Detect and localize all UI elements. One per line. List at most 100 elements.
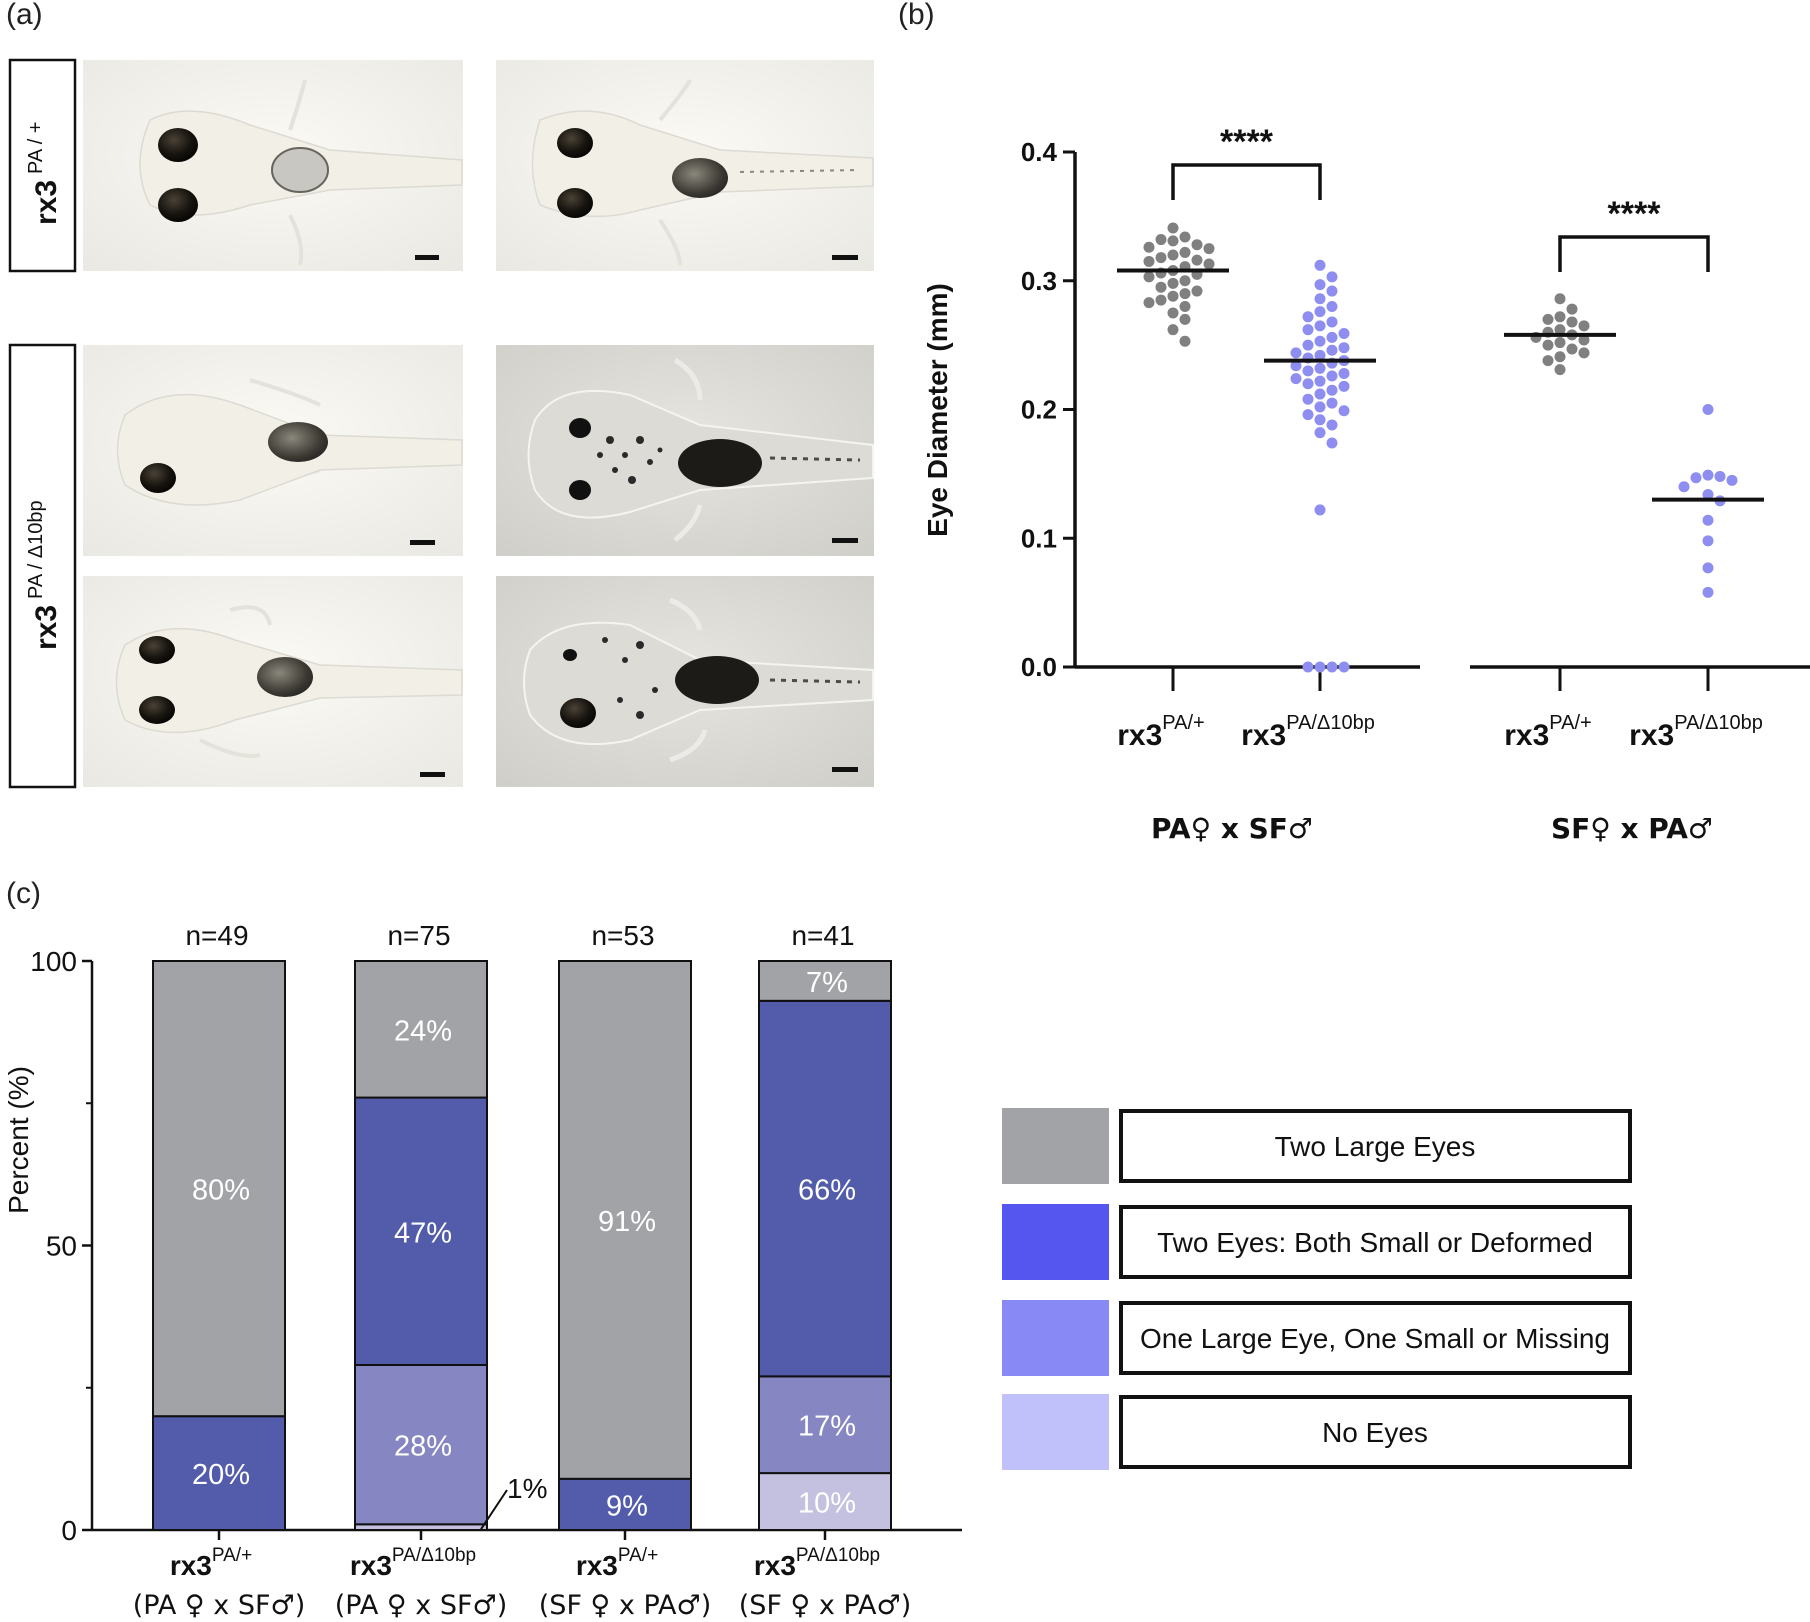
data-point xyxy=(1167,222,1179,234)
segment-label: 17% xyxy=(798,1411,856,1443)
data-point xyxy=(1326,370,1338,382)
legend-swatch xyxy=(1002,1204,1109,1280)
data-point xyxy=(1326,301,1338,312)
data-point xyxy=(1302,409,1314,421)
y-tick-label: 0.2 xyxy=(1021,395,1057,425)
data-point xyxy=(1542,313,1554,325)
significance-bracket xyxy=(1558,235,1710,272)
data-point xyxy=(1203,258,1215,270)
y-tick-label: 0.3 xyxy=(1021,266,1057,296)
data-point xyxy=(1338,661,1350,673)
data-point xyxy=(1726,474,1738,486)
segment-label: 24% xyxy=(394,1015,452,1047)
data-point xyxy=(1290,347,1302,359)
data-point xyxy=(1314,293,1326,305)
data-point xyxy=(1554,351,1566,363)
data-point xyxy=(1302,339,1314,351)
data-point xyxy=(1566,343,1578,355)
data-point xyxy=(1302,365,1314,377)
data-point xyxy=(1578,334,1590,346)
data-point xyxy=(1542,339,1554,351)
x-category-cross: (PA ♀ x SF♂) xyxy=(133,1590,305,1621)
data-point xyxy=(1302,311,1314,323)
row-label-heterozygous: rx3 PA / + xyxy=(8,58,77,273)
data-point xyxy=(1302,324,1314,336)
segment-label: 10% xyxy=(798,1488,856,1520)
data-point xyxy=(1314,349,1326,361)
data-point xyxy=(1167,249,1179,261)
y-axis-label: Percent (%) xyxy=(3,1066,34,1214)
x-category-cross: (SF ♀ x PA♂) xyxy=(739,1590,911,1621)
x-category-label: rx3PA/Δ10bp xyxy=(1629,712,1763,752)
y-tick-label: 100 xyxy=(30,946,77,977)
y-axis-label: Eye Diameter (mm) xyxy=(922,283,953,537)
data-point xyxy=(1326,437,1338,449)
data-point xyxy=(1155,234,1167,246)
x-category-label: rx3PA/+ xyxy=(1504,712,1591,752)
data-point xyxy=(1314,362,1326,374)
y-tick-label: 0.1 xyxy=(1021,523,1057,553)
data-point xyxy=(1167,290,1179,302)
data-point xyxy=(1155,252,1167,264)
data-point xyxy=(1702,586,1714,598)
data-point xyxy=(1702,404,1714,415)
data-point xyxy=(1203,243,1215,255)
data-point xyxy=(1338,328,1350,340)
svg-text:rx3PA / Δ10bp: rx3 PA / Δ10bp xyxy=(25,500,63,650)
x-category-genotype: PA/+ xyxy=(1162,712,1204,734)
data-point xyxy=(1179,231,1191,243)
bar-segment xyxy=(558,960,692,1480)
legend-box xyxy=(1119,1395,1632,1469)
data-point xyxy=(1326,344,1338,356)
bar-segment xyxy=(354,960,488,1099)
data-point xyxy=(1314,401,1326,413)
segment-label: 47% xyxy=(394,1217,452,1249)
legend-label: Two Large Eyes xyxy=(1275,1131,1476,1162)
fish-photo-3 xyxy=(83,345,463,556)
x-category-label: rx3PA/Δ10bp xyxy=(754,1545,880,1581)
significance-stars: **** xyxy=(1220,123,1274,161)
data-point xyxy=(1314,306,1326,318)
data-point xyxy=(1191,254,1203,266)
significance-stars: **** xyxy=(1608,195,1662,233)
data-point xyxy=(1314,375,1326,387)
segment-label: 9% xyxy=(606,1490,648,1522)
data-point xyxy=(1326,271,1338,283)
legend-swatch xyxy=(1002,1300,1109,1376)
data-point xyxy=(1338,380,1350,392)
segment-label: 80% xyxy=(192,1175,250,1207)
panel-b-letter: (b) xyxy=(898,0,935,31)
data-point xyxy=(1143,271,1155,283)
segment-label: 66% xyxy=(798,1175,856,1207)
data-point xyxy=(1702,562,1714,574)
legend: Two Large Eyes Two Eyes: Both Small or De… xyxy=(1002,1108,1632,1470)
x-category-label: rx3PA/+ xyxy=(576,1545,658,1581)
data-point xyxy=(1326,285,1338,297)
fish-photo-1 xyxy=(83,60,463,271)
data-point xyxy=(1690,472,1702,484)
data-point xyxy=(1326,384,1338,396)
x-category-gene: rx3 xyxy=(754,1550,796,1581)
data-point xyxy=(1702,469,1714,481)
data-point xyxy=(1314,259,1326,271)
bar-segment xyxy=(758,1375,892,1475)
data-point xyxy=(1714,470,1726,482)
svg-text:rx3PA / +: rx3 PA / + xyxy=(25,122,63,226)
sample-size-label: n=75 xyxy=(387,920,450,951)
data-point xyxy=(1143,297,1155,309)
segment-label: 20% xyxy=(192,1459,250,1491)
x-category-label: rx3PA/+ xyxy=(1117,712,1204,752)
x-category-genotype: PA/Δ10bp xyxy=(392,1545,476,1566)
data-point xyxy=(1542,355,1554,367)
data-point xyxy=(1326,419,1338,431)
segment-label: 28% xyxy=(394,1431,452,1463)
x-category-genotype: PA/+ xyxy=(212,1545,252,1566)
legend-label: One Large Eye, One Small or Missing xyxy=(1140,1323,1610,1354)
significance-bracket xyxy=(1171,163,1322,200)
row-label-mutant: rx3 PA / Δ10bp xyxy=(8,343,77,789)
fish-photo-4 xyxy=(496,345,874,556)
fish-photo-5 xyxy=(83,576,463,787)
legend-label: No Eyes xyxy=(1322,1417,1428,1448)
x-category-gene: rx3 xyxy=(350,1550,392,1581)
